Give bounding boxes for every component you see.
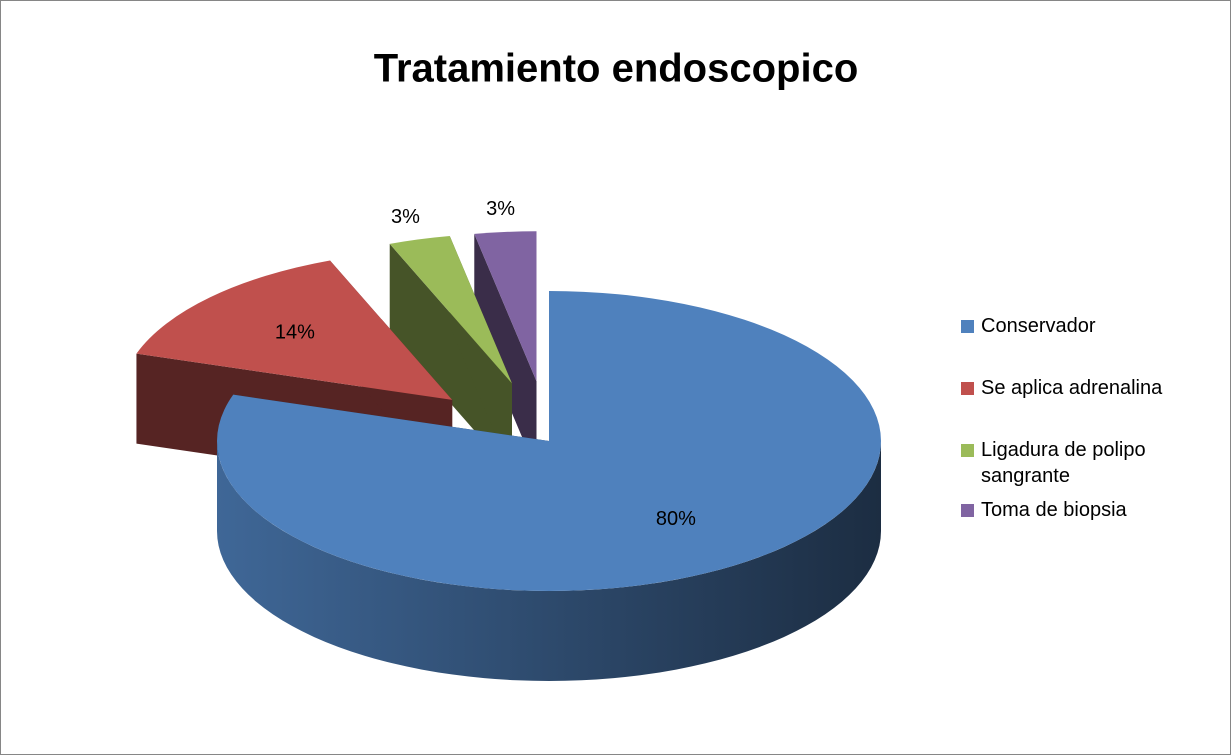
slice-top — [217, 291, 882, 591]
legend-label: Conservador — [981, 315, 1096, 337]
legend-swatch — [961, 320, 974, 333]
slice-wall — [217, 441, 881, 681]
data-label: 14% — [275, 321, 315, 343]
data-label: 3% — [486, 198, 515, 220]
legend-item: Conservador — [959, 313, 1209, 339]
slice-top — [474, 231, 537, 382]
legend-item: Se aplica adrenalina — [959, 375, 1209, 401]
pie-slice — [474, 231, 537, 472]
legend-swatch — [961, 382, 974, 395]
data-label: 3% — [391, 206, 420, 228]
legend: Conservador Se aplica adrenalina Ligadura … — [959, 313, 1209, 559]
data-label: 80% — [656, 508, 696, 530]
legend-swatch — [961, 444, 974, 457]
slice-radial-side — [389, 243, 512, 474]
slice-top — [136, 260, 453, 400]
chart-title: Tratamiento endoscopico — [374, 47, 859, 91]
legend-label: Se aplica adrenalina — [981, 377, 1163, 399]
slice-radial-side — [474, 233, 537, 472]
legend-item: Toma de biopsia — [959, 497, 1209, 523]
pie-slice — [217, 291, 882, 681]
legend-label: Ligadura de polipo sangrante — [981, 439, 1146, 487]
slice-top — [389, 236, 512, 384]
pie-slice — [389, 236, 512, 474]
legend-item: Ligadura de polipo sangrante — [959, 437, 1209, 489]
legend-swatch — [961, 504, 974, 517]
legend-label: Toma de biopsia — [981, 499, 1127, 521]
